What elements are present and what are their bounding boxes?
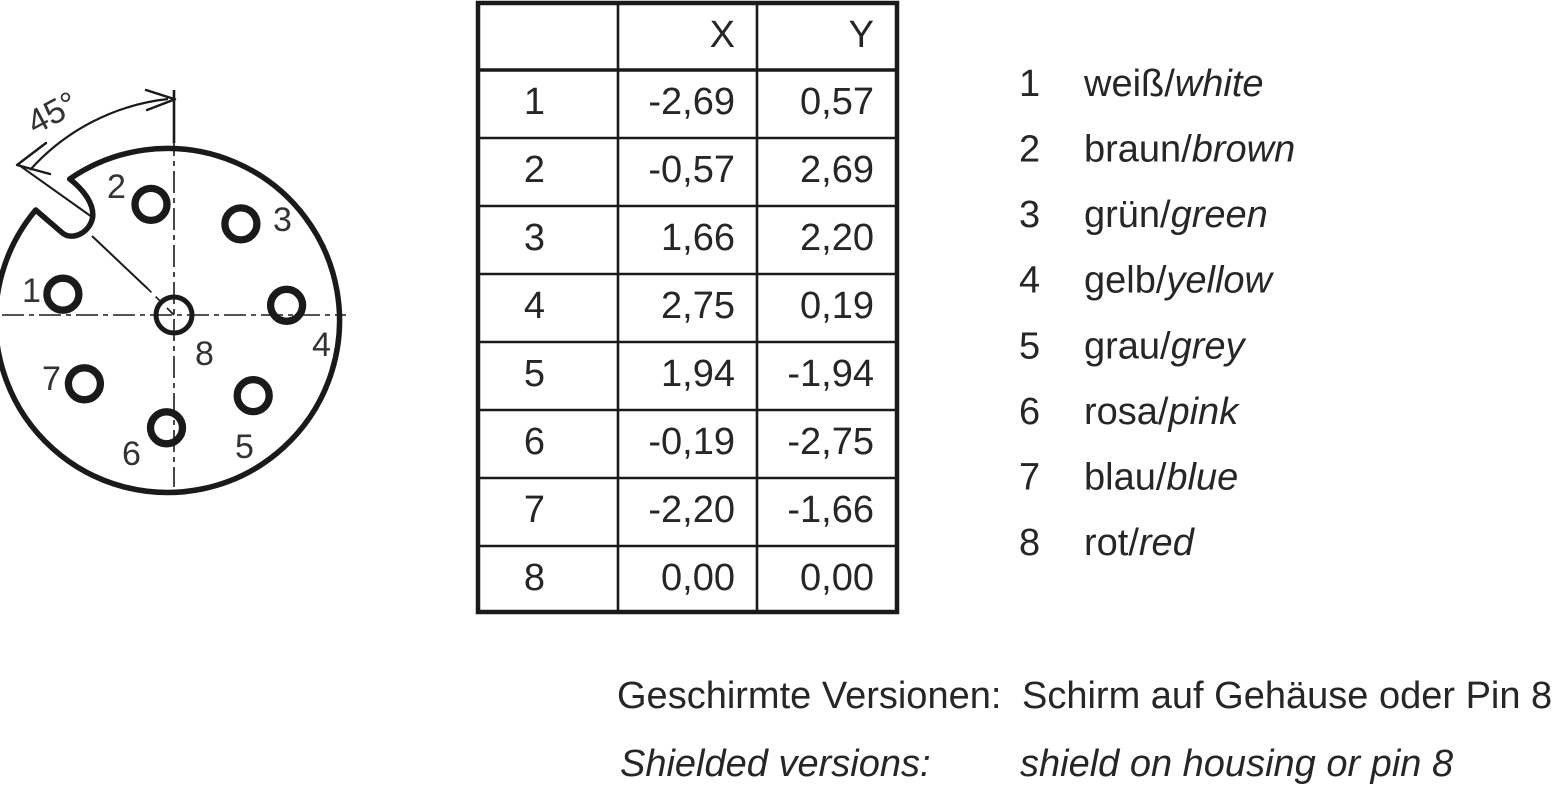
svg-text:blau/blue: blau/blue [1084, 456, 1238, 498]
svg-text:8: 8 [524, 557, 545, 599]
svg-text:-2,75: -2,75 [787, 421, 874, 463]
svg-text:5: 5 [1019, 325, 1040, 367]
svg-text:1: 1 [22, 272, 41, 310]
svg-text:weiß/white: weiß/white [1083, 63, 1264, 105]
svg-text:-1,94: -1,94 [787, 353, 874, 395]
svg-text:shield on housing or pin 8: shield on housing or pin 8 [1020, 743, 1453, 785]
svg-text:1: 1 [1019, 63, 1040, 105]
svg-text:rot/red: rot/red [1084, 522, 1196, 564]
svg-text:Y: Y [849, 14, 874, 56]
svg-text:1,66: 1,66 [661, 217, 735, 259]
svg-text:2: 2 [524, 149, 545, 191]
svg-text:0,00: 0,00 [661, 557, 735, 599]
svg-text:0,57: 0,57 [800, 81, 874, 123]
svg-text:3: 3 [1019, 194, 1040, 236]
svg-text:grau/grey: grau/grey [1084, 325, 1247, 367]
svg-text:2,69: 2,69 [800, 149, 874, 191]
svg-text:4: 4 [524, 285, 545, 327]
svg-text:1: 1 [524, 81, 545, 123]
svg-text:-2,69: -2,69 [648, 81, 735, 123]
svg-text:2,75: 2,75 [661, 285, 735, 327]
svg-text:braun/brown: braun/brown [1084, 129, 1295, 171]
svg-text:7: 7 [1019, 456, 1040, 498]
svg-text:2: 2 [107, 168, 126, 206]
svg-text:8: 8 [195, 335, 214, 373]
svg-text:grün/green: grün/green [1084, 194, 1268, 236]
svg-text:7: 7 [42, 360, 61, 398]
svg-text:rosa/pink: rosa/pink [1084, 391, 1240, 433]
svg-text:5: 5 [235, 428, 254, 466]
svg-text:-0,57: -0,57 [648, 149, 735, 191]
svg-text:0,19: 0,19 [800, 285, 874, 327]
svg-text:8: 8 [1019, 522, 1040, 564]
svg-text:2,20: 2,20 [800, 217, 874, 259]
svg-text:1,94: 1,94 [661, 353, 735, 395]
svg-text:X: X [710, 14, 735, 56]
svg-text:Geschirmte Versionen:: Geschirmte Versionen: [617, 675, 1001, 717]
svg-text:gelb/yellow: gelb/yellow [1084, 260, 1275, 302]
svg-text:45°: 45° [21, 84, 84, 142]
svg-text:6: 6 [524, 421, 545, 463]
svg-text:-2,20: -2,20 [648, 489, 735, 531]
svg-text:7: 7 [524, 489, 545, 531]
svg-text:6: 6 [1019, 391, 1040, 433]
svg-text:3: 3 [524, 217, 545, 259]
svg-text:6: 6 [122, 435, 141, 473]
svg-text:4: 4 [312, 326, 331, 364]
svg-text:0,00: 0,00 [800, 557, 874, 599]
svg-text:5: 5 [524, 353, 545, 395]
svg-text:Schirm auf Gehäuse oder Pin 8: Schirm auf Gehäuse oder Pin 8 [1022, 675, 1552, 717]
svg-text:-1,66: -1,66 [787, 489, 874, 531]
svg-text:-0,19: -0,19 [648, 421, 735, 463]
svg-text:4: 4 [1019, 260, 1040, 302]
svg-text:3: 3 [273, 201, 292, 239]
svg-text:Shielded versions:: Shielded versions: [620, 743, 931, 785]
svg-text:2: 2 [1019, 129, 1040, 171]
